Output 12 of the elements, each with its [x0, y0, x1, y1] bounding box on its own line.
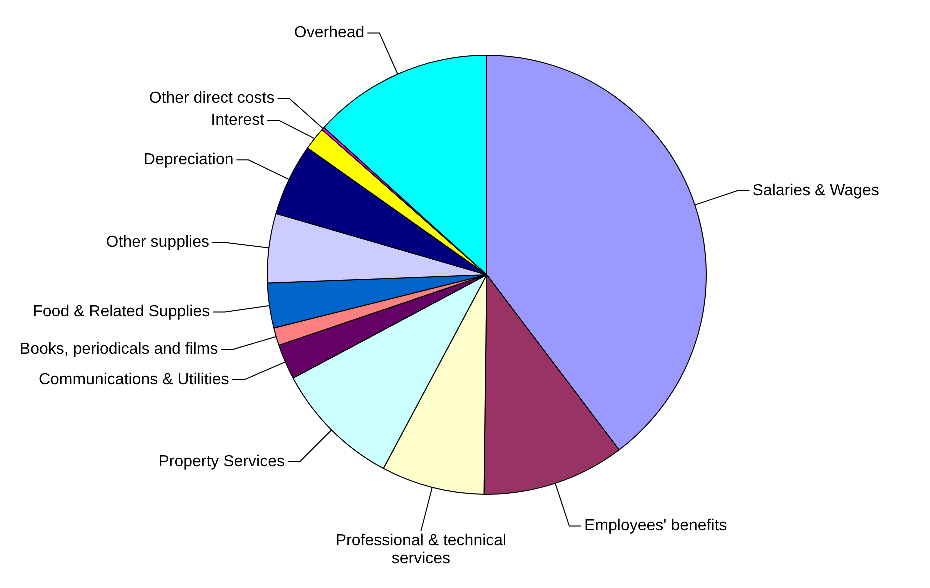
slice-label: Other supplies [106, 234, 210, 252]
slice-label: Food & Related Supplies [33, 304, 210, 321]
slice-label: Interest [211, 112, 266, 130]
slice-label: Communications & Utilities [38, 371, 230, 388]
slice-label: Property Services [158, 453, 285, 470]
slice-label: Other direct costs [149, 90, 275, 108]
slice-label: Overhead [294, 24, 365, 42]
slice-label: Professional & technical services [336, 532, 507, 568]
slice-label: Books, periodicals and films [20, 340, 218, 358]
slice-label: Depreciation [144, 152, 234, 169]
slice-label: Employees' benefits [584, 518, 728, 535]
slice-label: Salaries & Wages [752, 182, 880, 200]
